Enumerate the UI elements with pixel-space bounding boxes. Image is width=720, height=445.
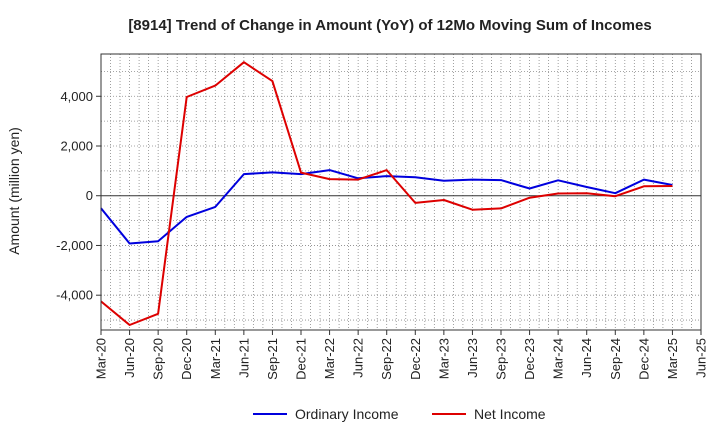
x-tick-label: Mar-22: [322, 338, 337, 379]
x-tick-label: Jun-20: [122, 338, 137, 378]
x-tick-label: Mar-20: [94, 338, 109, 379]
x-tick-label: Jun-24: [579, 338, 594, 378]
x-tick-label: Jun-23: [465, 338, 480, 378]
x-tick-label: Dec-24: [636, 338, 651, 380]
x-tick-label: Dec-20: [179, 338, 194, 380]
x-tick-label: Dec-21: [294, 338, 309, 380]
x-tick-label: Jun-25: [694, 338, 709, 378]
legend: Ordinary Income Net Income: [253, 406, 546, 422]
plot-area-frame: [100, 53, 702, 331]
y-tick-label: 4,000: [60, 89, 93, 104]
legend-label: Ordinary Income: [295, 406, 399, 422]
x-tick-label: Mar-25: [665, 338, 680, 379]
x-axis-ticks: Mar-20 Jun-20 Sep-20 Dec-20 Mar-21 Jun-21 Sep-…: [94, 330, 709, 380]
y-tick-label: -2,000: [56, 238, 93, 253]
x-tick-label: Sep-22: [379, 338, 394, 380]
x-tick-label: Jun-22: [351, 338, 366, 378]
x-tick-label: Mar-21: [208, 338, 223, 379]
x-tick-label: Mar-23: [436, 338, 451, 379]
chart-title: [8914] Trend of Change in Amount (YoY) o…: [128, 17, 651, 34]
y-tick-label: 2,000: [60, 139, 93, 154]
x-tick-label: Dec-22: [408, 338, 423, 380]
y-axis-ticks: -4,000 -2,000 0 2,000 4,000: [56, 89, 101, 303]
y-tick-label: 0: [86, 188, 93, 203]
series-line-net-income: [100, 61, 673, 326]
x-tick-label: Mar-24: [551, 338, 566, 379]
x-tick-label: Sep-20: [151, 338, 166, 380]
y-tick-label: -4,000: [56, 288, 93, 303]
x-tick-label: Dec-23: [522, 338, 537, 380]
series-line-ordinary-income: [100, 169, 673, 245]
x-tick-label: Jun-21: [236, 338, 251, 378]
y-axis-label: Amount (million yen): [6, 127, 22, 255]
x-tick-label: Sep-23: [494, 338, 509, 380]
x-tick-label: Sep-24: [608, 338, 623, 380]
grid-lines: [101, 54, 701, 330]
x-tick-label: Sep-21: [265, 338, 280, 380]
series-lines: [100, 61, 673, 326]
legend-label: Net Income: [474, 406, 546, 422]
